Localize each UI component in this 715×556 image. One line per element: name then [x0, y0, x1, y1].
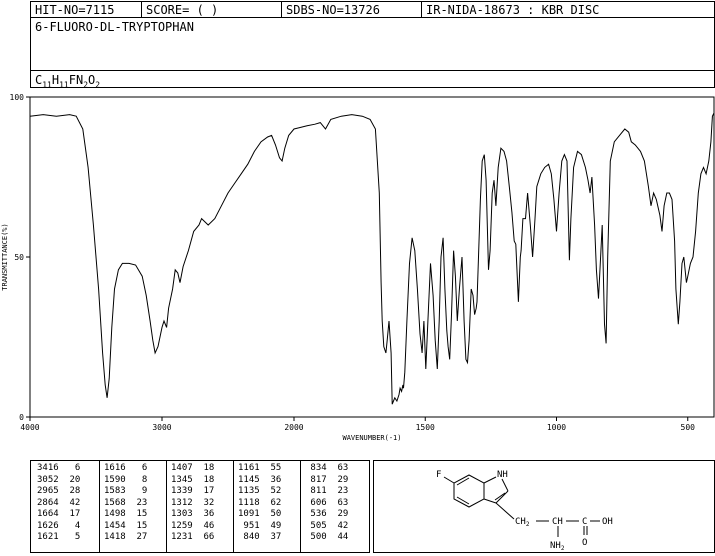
- plot-frame: [29, 96, 715, 418]
- y-axis-ticks: 0 50 100: [10, 93, 30, 422]
- peak-row: 2864 42: [37, 497, 81, 508]
- peak-column-divider: [300, 461, 301, 552]
- peak-row: 1418 27: [104, 532, 148, 542]
- formula-c-count: 11: [42, 80, 52, 90]
- peak-row: 1498 15: [104, 509, 148, 519]
- formula-fn: FN: [68, 73, 84, 87]
- y-tick-label: 100: [10, 93, 25, 102]
- group-hydroxyl: OH: [602, 517, 613, 527]
- peak-row: 1259 46: [171, 520, 215, 531]
- x-tick-label: 4000: [20, 423, 39, 432]
- peak-row: 1407 18: [171, 463, 215, 473]
- spectrum-series-line: [29, 112, 715, 405]
- pyrrole-bond-c2: [501, 478, 509, 492]
- x-axis-ticks: 4000 3000 2000 1500 1000 500: [20, 417, 695, 432]
- molecular-formula: C11H11FN2O2: [31, 72, 101, 90]
- peak-row: 1312 32: [171, 497, 215, 508]
- peak-column-divider: [166, 461, 167, 552]
- x-tick-label: 3000: [152, 423, 171, 432]
- formula-n-count: 2: [83, 80, 89, 90]
- peak-row: 1583 9: [104, 486, 148, 496]
- formula-c: C: [35, 73, 43, 87]
- atom-fluorine: F: [436, 470, 441, 480]
- peak-row: 1626 4: [37, 520, 81, 531]
- group-carbonyl-o: O: [582, 538, 587, 548]
- x-tick-label: 1000: [547, 423, 566, 432]
- peak-row: 817 29: [305, 474, 349, 485]
- peak-row: 1621 5: [37, 532, 81, 542]
- ir-spectrum-chart: 4000 3000 2000 1500 1000 500 0 50 100 WAVENUMBE…: [1, 93, 715, 442]
- pyrrole-bond-c3: [495, 490, 509, 504]
- peak-row: 3052 20: [37, 474, 81, 485]
- peak-row: 500 44: [305, 532, 349, 542]
- peak-row: 505 42: [305, 520, 349, 531]
- peak-row: 840 37: [238, 532, 282, 542]
- x-tick-label: 2000: [284, 423, 303, 432]
- peak-row: 1345 18: [171, 474, 215, 485]
- compound-name: 6-FLUORO-DL-TRYPTOPHAN: [35, 20, 194, 34]
- peak-row: 1091 50: [238, 509, 282, 519]
- peak-row: 536 29: [305, 509, 349, 519]
- sdbs-number: SDBS-NO=13726: [281, 2, 421, 17]
- formula-h: H: [51, 73, 60, 87]
- peak-column: 3416 6 3052 20 2965 28 2864 42 1664 17 1626 4…: [37, 463, 80, 544]
- x-tick-label: 500: [681, 423, 696, 432]
- ring-double-bond-1: [456, 477, 470, 486]
- peak-row: 1118 62: [238, 497, 282, 508]
- peak-row: 1590 8: [104, 474, 148, 485]
- peak-row: 951 49: [238, 520, 282, 531]
- ring-double-bond-2: [456, 496, 470, 505]
- peak-row: 811 23: [305, 486, 349, 496]
- peak-column: 1161 55 1145 36 1135 52 1118 62 1091 50 951 …: [238, 463, 281, 544]
- peak-row: 606 63: [305, 497, 349, 508]
- peak-row: 1161 55: [238, 463, 282, 473]
- pyrrole-bond-n: [483, 476, 497, 484]
- peak-row: 1303 36: [171, 509, 215, 519]
- x-tick-label: 1500: [416, 423, 435, 432]
- group-ch: CH: [552, 517, 563, 527]
- score: SCORE= ( ): [141, 2, 281, 17]
- peak-column: 834 63 817 29 811 23 606 63 536 29 505 4…: [305, 463, 348, 544]
- peak-table: 3416 6 3052 20 2965 28 2864 42 1664 17 1626 4…: [30, 460, 370, 553]
- pyrrole-bond-fuse: [483, 498, 497, 504]
- peak-column: 1407 18 1345 18 1339 17 1312 32 1303 36 1259 …: [171, 463, 214, 544]
- x-axis-label: WAVENUMBER(-1): [342, 434, 401, 442]
- group-ch2: CH2: [515, 517, 530, 528]
- peak-row: 1454 15: [104, 520, 148, 531]
- peak-row: 1616 6: [104, 463, 148, 473]
- peak-row: 1135 52: [238, 486, 282, 496]
- peak-row: 1231 66: [171, 532, 215, 542]
- ir-identifier: IR-NIDA-18673 : KBR DISC: [421, 2, 715, 17]
- formula-o-count: 2: [95, 80, 101, 90]
- peak-column-divider: [99, 461, 100, 552]
- peak-row: 834 63: [305, 463, 349, 473]
- peak-row: 1339 17: [171, 486, 215, 496]
- peak-column: 1616 6 1590 8 1583 9 1568 23 1498 15 1454 15 1…: [104, 463, 147, 544]
- hit-number: HIT-NO=7115: [35, 3, 115, 17]
- formula-h-count: 11: [59, 80, 69, 90]
- peak-row: 1664 17: [37, 509, 81, 519]
- y-axis-label: TRANSMITTANCE(%): [1, 223, 9, 290]
- benzene-ring: [453, 474, 485, 508]
- peak-column-divider: [233, 461, 234, 552]
- group-amine: NH2: [550, 541, 565, 552]
- structure-diagram-box: F NH CH2 CH C OH O NH2: [373, 460, 715, 553]
- structure-diagram: F NH CH2 CH C OH O NH2: [436, 470, 613, 552]
- y-tick-label: 50: [14, 253, 24, 262]
- fluorine-bond: [443, 476, 455, 484]
- formula-o: O: [88, 73, 96, 87]
- group-carbonyl-c: C: [582, 517, 587, 527]
- atom-nh: NH: [497, 470, 508, 480]
- side-chain-bond-1: [495, 502, 515, 520]
- peak-row: 1145 36: [238, 474, 282, 485]
- peak-row: 1568 23: [104, 497, 148, 508]
- pyrrole-double-bond: [494, 492, 506, 501]
- peak-row: 2965 28: [37, 486, 81, 496]
- peak-row: 3416 6: [37, 463, 81, 473]
- y-tick-label: 0: [19, 413, 24, 422]
